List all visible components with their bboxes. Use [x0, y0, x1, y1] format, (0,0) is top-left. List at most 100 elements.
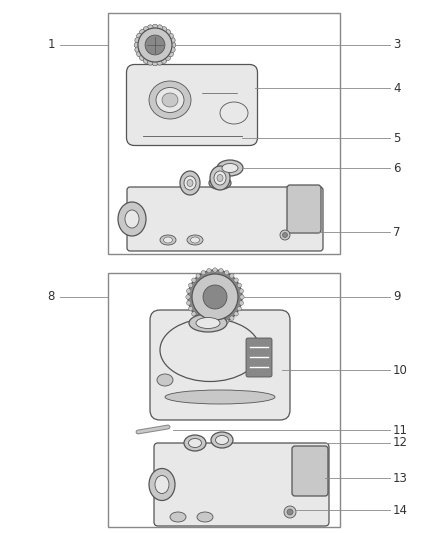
- Circle shape: [213, 322, 217, 326]
- Ellipse shape: [217, 174, 223, 182]
- Circle shape: [239, 289, 244, 293]
- Circle shape: [139, 55, 145, 61]
- Circle shape: [188, 270, 242, 324]
- Circle shape: [157, 25, 162, 30]
- Circle shape: [170, 42, 176, 48]
- Circle shape: [168, 33, 173, 39]
- Text: 11: 11: [393, 424, 408, 437]
- Ellipse shape: [184, 176, 196, 190]
- FancyBboxPatch shape: [292, 446, 328, 496]
- FancyBboxPatch shape: [287, 185, 321, 233]
- Ellipse shape: [156, 87, 184, 112]
- Circle shape: [201, 270, 205, 275]
- FancyBboxPatch shape: [150, 310, 290, 420]
- Circle shape: [230, 273, 234, 278]
- FancyBboxPatch shape: [127, 187, 323, 251]
- Circle shape: [234, 278, 238, 282]
- Circle shape: [157, 60, 162, 65]
- Circle shape: [207, 269, 211, 273]
- FancyBboxPatch shape: [246, 338, 272, 377]
- Circle shape: [237, 306, 241, 311]
- Text: 3: 3: [393, 38, 400, 52]
- Text: 6: 6: [393, 161, 400, 174]
- Text: 9: 9: [393, 290, 400, 303]
- Ellipse shape: [191, 237, 199, 243]
- FancyBboxPatch shape: [154, 443, 329, 526]
- Text: 10: 10: [393, 364, 408, 376]
- Circle shape: [219, 321, 223, 326]
- Circle shape: [186, 295, 190, 299]
- Circle shape: [139, 29, 145, 35]
- Circle shape: [165, 29, 170, 35]
- FancyBboxPatch shape: [127, 64, 258, 146]
- Circle shape: [284, 506, 296, 518]
- Ellipse shape: [165, 390, 275, 404]
- Ellipse shape: [184, 435, 206, 451]
- Circle shape: [170, 37, 175, 43]
- Text: 14: 14: [393, 504, 408, 516]
- Circle shape: [234, 312, 238, 316]
- Circle shape: [135, 47, 141, 52]
- Circle shape: [225, 270, 229, 275]
- Circle shape: [203, 285, 227, 309]
- Circle shape: [239, 301, 244, 305]
- Circle shape: [230, 316, 234, 320]
- Circle shape: [192, 274, 238, 320]
- Circle shape: [161, 58, 167, 63]
- Ellipse shape: [189, 314, 227, 332]
- Text: 12: 12: [393, 437, 408, 449]
- Ellipse shape: [209, 176, 231, 190]
- Ellipse shape: [187, 235, 203, 245]
- Circle shape: [188, 283, 193, 287]
- Circle shape: [287, 509, 293, 515]
- Ellipse shape: [163, 237, 173, 243]
- Circle shape: [143, 58, 149, 63]
- Ellipse shape: [160, 235, 176, 245]
- Circle shape: [148, 60, 153, 65]
- Ellipse shape: [160, 319, 260, 382]
- Ellipse shape: [149, 469, 175, 500]
- Ellipse shape: [211, 432, 233, 448]
- Circle shape: [196, 273, 200, 278]
- Ellipse shape: [170, 512, 186, 522]
- Text: 1: 1: [47, 38, 55, 52]
- Circle shape: [145, 35, 165, 55]
- Ellipse shape: [125, 210, 139, 228]
- Circle shape: [137, 33, 142, 39]
- Ellipse shape: [220, 102, 248, 124]
- Circle shape: [137, 51, 142, 57]
- Circle shape: [196, 316, 200, 320]
- Circle shape: [219, 269, 223, 273]
- Circle shape: [187, 301, 191, 305]
- Circle shape: [187, 289, 191, 293]
- Circle shape: [148, 25, 153, 30]
- Bar: [108, 13, 340, 254]
- Text: 8: 8: [48, 290, 55, 303]
- Ellipse shape: [217, 160, 243, 176]
- Text: 13: 13: [393, 472, 408, 484]
- Circle shape: [280, 230, 290, 240]
- Ellipse shape: [162, 93, 178, 107]
- Circle shape: [188, 306, 193, 311]
- Circle shape: [201, 319, 205, 324]
- Ellipse shape: [180, 171, 200, 195]
- Ellipse shape: [188, 439, 201, 448]
- Circle shape: [138, 28, 172, 62]
- Circle shape: [225, 319, 229, 324]
- Ellipse shape: [196, 318, 220, 328]
- Circle shape: [161, 27, 167, 32]
- Circle shape: [207, 321, 211, 326]
- Ellipse shape: [157, 374, 173, 386]
- Circle shape: [165, 55, 170, 61]
- Ellipse shape: [210, 166, 230, 190]
- Ellipse shape: [197, 512, 213, 522]
- Ellipse shape: [215, 435, 229, 445]
- Ellipse shape: [213, 180, 226, 187]
- Circle shape: [152, 60, 158, 66]
- Circle shape: [213, 268, 217, 272]
- Bar: [108, 273, 340, 527]
- Circle shape: [192, 312, 196, 316]
- Circle shape: [134, 42, 140, 48]
- Circle shape: [170, 47, 175, 52]
- Circle shape: [283, 232, 287, 238]
